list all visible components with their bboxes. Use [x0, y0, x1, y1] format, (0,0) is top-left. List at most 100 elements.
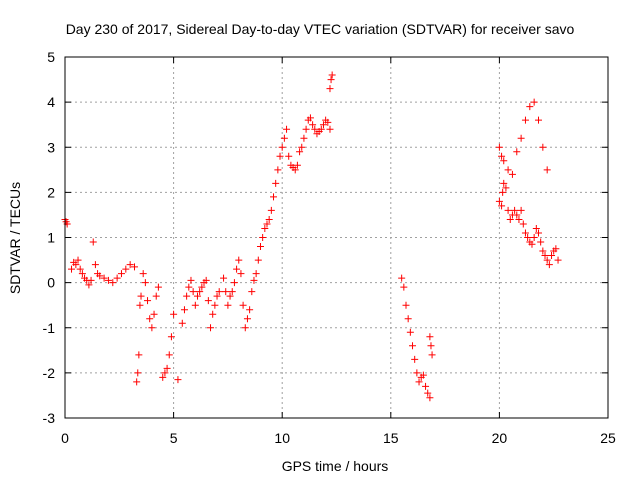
data-point [327, 76, 335, 84]
axis-ticks: 0 5 10 15 20 25 -3 -2 -1 0 1 2 3 4 5 [43, 49, 616, 446]
data-point [122, 265, 130, 273]
data-point [180, 306, 188, 314]
data-point [419, 371, 427, 379]
data-point [248, 288, 256, 296]
data-point [517, 206, 525, 214]
data-point [283, 125, 291, 133]
data-point [136, 301, 144, 309]
x-tick-label: 10 [274, 430, 290, 446]
data-point [185, 283, 193, 291]
data-point [191, 301, 199, 309]
data-point [427, 342, 435, 350]
data-point [278, 143, 286, 151]
data-point [272, 179, 280, 187]
data-point [554, 256, 562, 264]
data-point [500, 179, 508, 187]
data-point [159, 373, 167, 381]
data-point [537, 238, 545, 246]
data-point [241, 324, 249, 332]
data-point [539, 143, 547, 151]
y-tick-label: -2 [43, 365, 56, 381]
data-point [224, 301, 232, 309]
x-tick-label: 15 [383, 430, 399, 446]
data-point [74, 256, 82, 264]
data-point [309, 121, 317, 129]
data-point [163, 364, 171, 372]
data-point [198, 283, 206, 291]
data-point [513, 211, 521, 219]
data-point [141, 279, 149, 287]
data-point [398, 274, 406, 282]
grid-lines [65, 57, 608, 418]
data-point [506, 215, 514, 223]
data-point [552, 245, 560, 253]
data-point [328, 71, 336, 79]
data-point [528, 240, 536, 248]
data-point [261, 224, 269, 232]
data-point [91, 261, 99, 269]
data-point [300, 134, 308, 142]
data-point [530, 234, 538, 241]
data-point [285, 152, 293, 160]
y-tick-label: 1 [47, 230, 55, 246]
data-point [170, 310, 178, 318]
data-point [296, 148, 304, 156]
data-point [213, 292, 221, 300]
data-point [276, 152, 284, 160]
y-tick-label: 5 [47, 49, 55, 65]
data-point [280, 134, 288, 142]
data-point [72, 261, 80, 269]
x-tick-label: 20 [492, 430, 508, 446]
data-point [144, 297, 152, 305]
data-point [193, 292, 201, 300]
data-point [306, 114, 314, 122]
data-point [495, 143, 503, 151]
chart-title: Day 230 of 2017, Sidereal Day-to-day VTE… [66, 21, 575, 37]
data-point [274, 166, 282, 174]
data-point [139, 270, 147, 278]
data-point [100, 274, 108, 282]
data-point [428, 351, 436, 359]
data-point [543, 166, 551, 174]
data-point [404, 315, 412, 323]
data-point [541, 252, 549, 260]
data-point [422, 382, 430, 390]
data-point [324, 118, 332, 126]
data-point [220, 274, 228, 282]
data-point [515, 215, 523, 223]
data-point [499, 188, 507, 196]
data-point [526, 103, 534, 111]
data-point [400, 283, 408, 291]
data-point [293, 161, 301, 169]
data-point [246, 306, 254, 314]
data-point [502, 184, 510, 192]
data-point [202, 276, 210, 284]
data-point [150, 310, 158, 318]
data-point [85, 281, 93, 289]
data-point [204, 297, 212, 305]
data-point [265, 215, 273, 223]
data-point [411, 355, 419, 363]
data-point [230, 279, 238, 287]
data-point [413, 369, 421, 377]
data-point [326, 125, 334, 133]
x-tick-label: 0 [61, 430, 69, 446]
data-point [548, 252, 556, 260]
data-point [133, 378, 141, 386]
data-point [226, 292, 234, 300]
data-point [96, 272, 104, 280]
data-point [239, 301, 247, 309]
data-point [178, 319, 186, 327]
data-point [235, 256, 243, 264]
data-point [209, 310, 217, 318]
y-tick-label: -3 [43, 410, 56, 426]
data-point [252, 270, 260, 278]
data-point [126, 261, 134, 269]
y-tick-label: 0 [47, 275, 55, 291]
data-point [495, 197, 503, 205]
data-point [113, 274, 121, 282]
data-point [165, 351, 173, 359]
data-point [207, 324, 215, 332]
x-tick-label: 25 [600, 430, 616, 446]
